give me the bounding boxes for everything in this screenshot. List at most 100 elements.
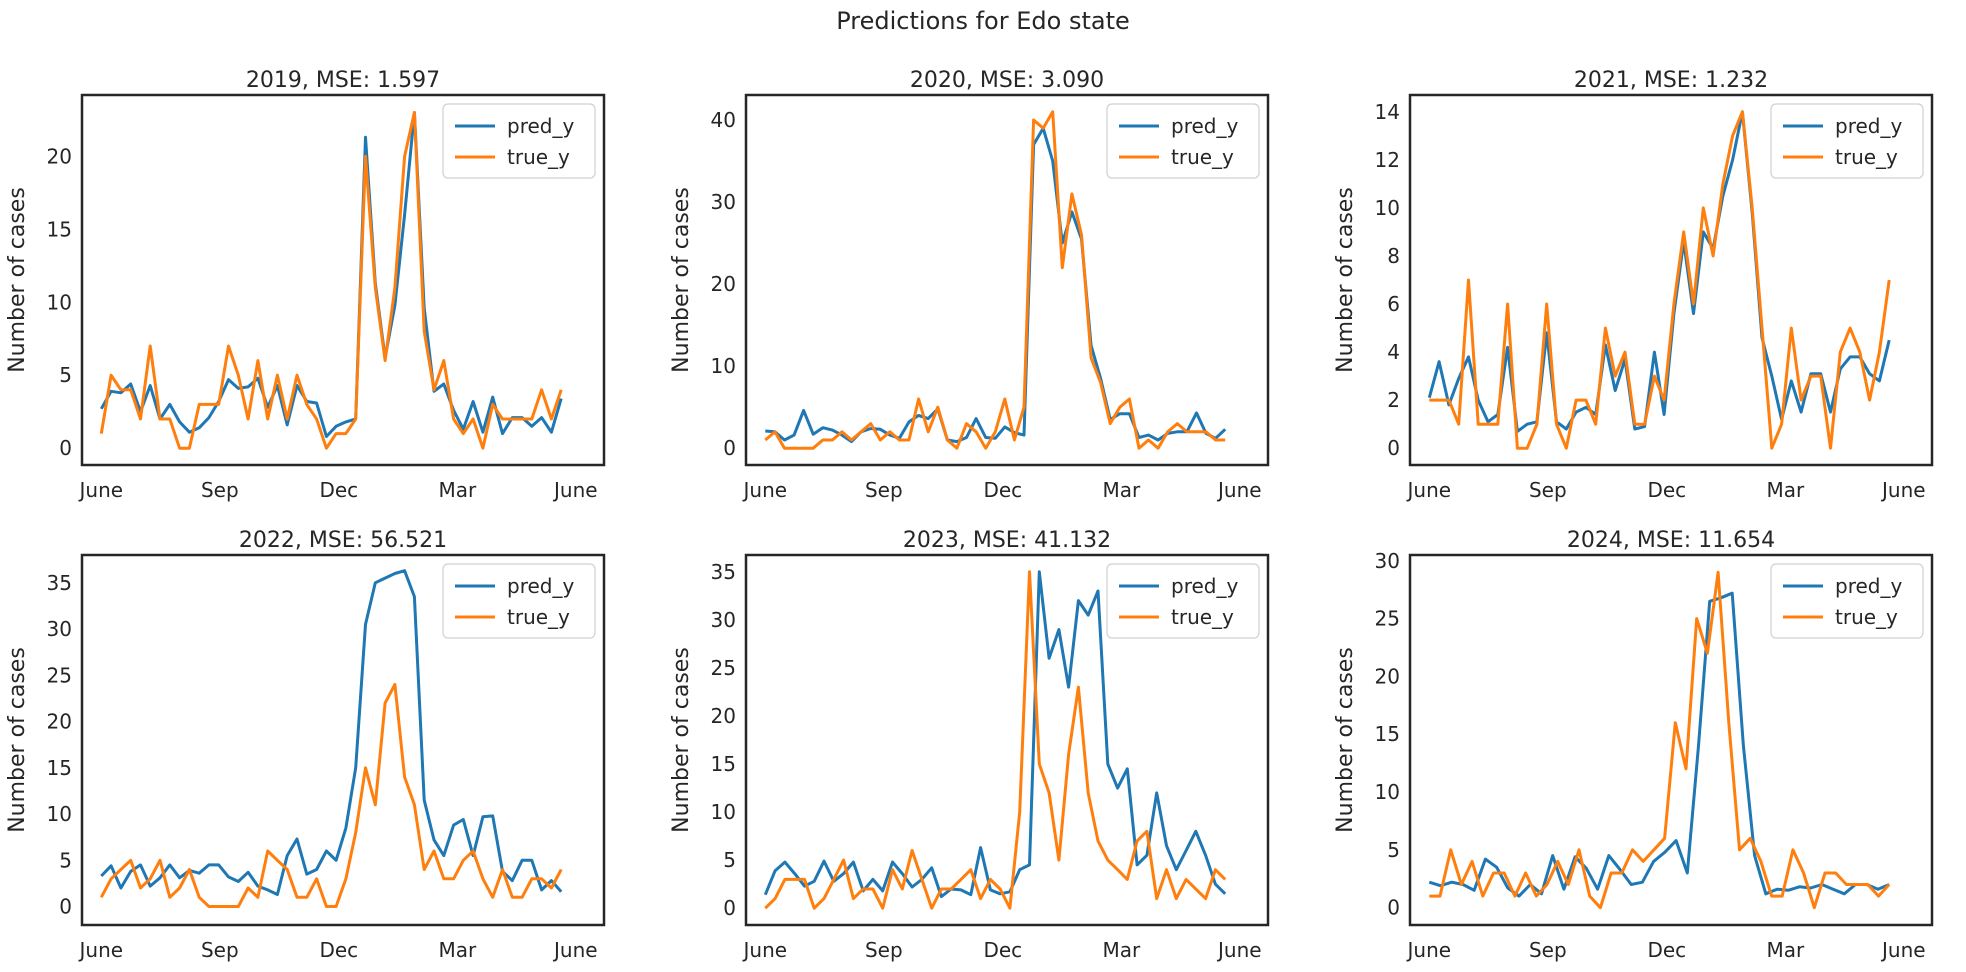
x-tick-label: Dec (1647, 478, 1686, 502)
x-tick-label: Mar (1766, 938, 1805, 962)
y-tick-label: 8 (1387, 244, 1400, 268)
y-tick-label: 5 (1387, 838, 1400, 862)
x-tick-label: Dec (1647, 938, 1686, 962)
y-tick-label: 0 (1387, 896, 1400, 920)
axes-frame (1408, 553, 1934, 927)
legend-label-true_y: true_y (1171, 605, 1234, 629)
x-tick-label: Sep (1529, 478, 1567, 502)
series-line-true_y (99, 683, 563, 908)
y-tick-label: 15 (47, 756, 72, 780)
x-tick-label: Dec (983, 938, 1022, 962)
series-line-true_y (1429, 570, 1891, 910)
y-axis-label: Number of cases (1333, 187, 1358, 373)
y-tick-label: 30 (1375, 549, 1400, 573)
subplot-title: 2020, MSE: 3.090 (910, 68, 1104, 93)
x-tick-label: June (742, 938, 788, 962)
y-tick-label: 25 (47, 663, 72, 687)
x-tick-label: June (1216, 938, 1262, 962)
legend-label-true_y: true_y (507, 145, 570, 169)
axes-frame (80, 93, 606, 467)
y-tick-label: 20 (711, 704, 736, 728)
series-line-true_y (1429, 110, 1891, 450)
x-tick-label: June (742, 478, 788, 502)
y-tick-label: 10 (1375, 196, 1400, 220)
y-axis-label: Number of cases (669, 647, 694, 833)
y-tick-label: 20 (47, 144, 72, 168)
axes-frame (1408, 93, 1934, 467)
y-tick-label: 30 (711, 608, 736, 632)
y-tick-label: 20 (1375, 664, 1400, 688)
x-tick-label: Mar (438, 938, 477, 962)
y-tick-label: 15 (711, 752, 736, 776)
legend-label-true_y: true_y (1835, 145, 1898, 169)
x-tick-label: Mar (1102, 938, 1141, 962)
figure-title: Predictions for Edo state (836, 7, 1130, 35)
subplot-title: 2021, MSE: 1.232 (1574, 68, 1768, 93)
x-tick-label: Sep (201, 938, 239, 962)
x-tick-label: June (1880, 938, 1926, 962)
x-tick-label: Mar (1766, 478, 1805, 502)
legend: pred_y true_y (1106, 103, 1260, 179)
y-tick-label: 14 (1375, 100, 1400, 124)
y-tick-label: 10 (711, 800, 736, 824)
y-tick-label: 35 (47, 571, 72, 595)
legend: pred_y true_y (442, 563, 596, 639)
y-axis-label: Number of cases (5, 187, 30, 373)
y-tick-label: 6 (1387, 292, 1400, 316)
y-tick-label: 2 (1387, 388, 1400, 412)
axes-frame (744, 93, 1270, 467)
y-tick-label: 0 (723, 436, 736, 460)
x-tick-label: Dec (319, 478, 358, 502)
x-tick-label: Sep (1529, 938, 1567, 962)
y-tick-label: 5 (723, 848, 736, 872)
subplot-2: 2020, MSE: 3.090 Number of cases 0 10 20 30 40… (669, 68, 1270, 502)
subplot-title: 2019, MSE: 1.597 (246, 68, 440, 93)
y-tick-label: 40 (711, 108, 736, 132)
x-tick-label: Sep (201, 478, 239, 502)
legend-label-true_y: true_y (1171, 145, 1234, 169)
y-axis-label: Number of cases (669, 187, 694, 373)
x-tick-label: June (1216, 478, 1262, 502)
series-line-pred_y (765, 126, 1227, 444)
x-tick-label: June (1406, 938, 1452, 962)
legend-label-true_y: true_y (1835, 605, 1898, 629)
y-tick-label: 20 (47, 710, 72, 734)
series-line-pred_y (100, 569, 563, 896)
x-tick-label: June (552, 478, 598, 502)
y-tick-label: 35 (711, 560, 736, 584)
x-tick-label: Dec (319, 938, 358, 962)
x-tick-label: June (78, 478, 124, 502)
legend-label-true_y: true_y (507, 605, 570, 629)
legend-label-pred_y: pred_y (507, 574, 574, 598)
series-line-pred_y (1427, 110, 1891, 433)
legend-box (442, 563, 596, 639)
x-tick-label: Mar (438, 478, 477, 502)
y-axis-label: Number of cases (1333, 647, 1358, 833)
legend: pred_y true_y (1106, 563, 1260, 639)
legend-box (1770, 563, 1924, 639)
y-tick-label: 5 (59, 363, 72, 387)
series-line-pred_y (1428, 591, 1890, 898)
x-tick-label: June (78, 938, 124, 962)
legend-label-pred_y: pred_y (1835, 574, 1902, 598)
subplot-title: 2022, MSE: 56.521 (239, 528, 447, 553)
legend: pred_y true_y (1770, 563, 1924, 639)
y-tick-label: 10 (711, 354, 736, 378)
x-tick-label: Sep (865, 938, 903, 962)
y-tick-label: 0 (1387, 436, 1400, 460)
y-tick-label: 20 (711, 272, 736, 296)
y-tick-label: 30 (47, 617, 72, 641)
y-tick-label: 25 (711, 656, 736, 680)
series-line-pred_y (99, 111, 563, 438)
y-tick-label: 10 (47, 802, 72, 826)
axes-frame (744, 553, 1270, 927)
y-tick-label: 12 (1375, 148, 1400, 172)
subplot-3: 2021, MSE: 1.232 Number of cases 0 2 4 6 8 10 12… (1333, 68, 1934, 502)
y-tick-label: 5 (59, 848, 72, 872)
legend-label-pred_y: pred_y (507, 114, 574, 138)
y-tick-label: 0 (723, 896, 736, 920)
subplot-1: 2019, MSE: 1.597 Number of cases 0 5 10 15 20 J… (5, 68, 606, 502)
x-tick-label: Mar (1102, 478, 1141, 502)
y-tick-label: 0 (59, 436, 72, 460)
x-tick-label: June (1880, 478, 1926, 502)
